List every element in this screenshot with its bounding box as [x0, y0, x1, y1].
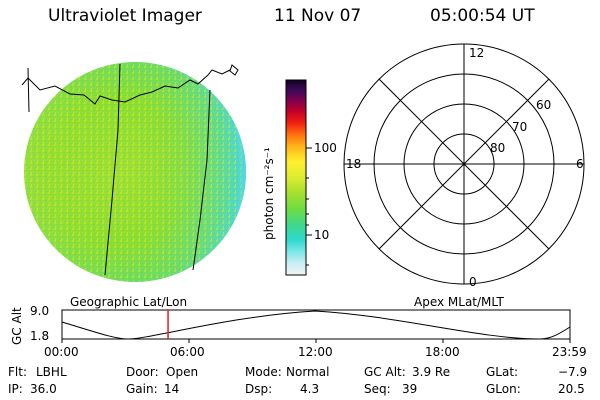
- mlt-label-0: 0: [469, 275, 477, 289]
- altitude-xtick-2359: 23:59: [552, 345, 587, 359]
- door-label: Door:: [126, 365, 159, 379]
- polar-mlt-plot: [343, 43, 585, 285]
- image-date: 11 Nov 07: [274, 6, 362, 26]
- colorbar-tick-100: 100: [314, 141, 337, 155]
- dsp-value: 4.3: [300, 382, 320, 396]
- glat-label: GLat:: [486, 365, 519, 379]
- mlat-label-80: 80: [490, 141, 506, 155]
- gc-alt-label: GC Alt:: [364, 365, 406, 379]
- altitude-xtick-1800: 18:00: [425, 345, 460, 359]
- mlat-label-60: 60: [536, 98, 552, 112]
- geographic-label: Geographic Lat/Lon: [70, 295, 188, 309]
- glon-label: GLon:: [486, 382, 521, 396]
- ip-value: 36.0: [30, 382, 57, 396]
- seq-value: 39: [402, 382, 418, 396]
- altitude-xtick-0000: 00:00: [44, 345, 79, 359]
- door-value: Open: [166, 365, 199, 379]
- image-time: 05:00:54 UT: [430, 6, 535, 26]
- mode-label: Mode:: [245, 365, 282, 379]
- mlt-label-18: 18: [346, 157, 362, 171]
- filter-value: LBHL: [36, 365, 67, 379]
- mlt-label-12: 12: [469, 46, 485, 60]
- colorbar: [285, 79, 312, 276]
- gain-label: Gain:: [126, 382, 158, 396]
- mlt-label-6: 6: [576, 157, 584, 171]
- colorbar-tick-10: 10: [314, 228, 330, 242]
- glon-value: 20.5: [558, 382, 585, 396]
- mlat-label-70: 70: [512, 120, 528, 134]
- instrument-title: Ultraviolet Imager: [48, 6, 202, 26]
- seq-label: Seq:: [364, 382, 391, 396]
- altitude-ytick-bottom: 1.8: [30, 329, 50, 343]
- uv-image-disk: [24, 62, 246, 282]
- glat-value: −7.9: [558, 365, 588, 379]
- mode-value: Normal: [286, 365, 330, 379]
- ip-label: IP:: [8, 382, 23, 396]
- gc-alt-value: 3.9 Re: [412, 365, 451, 379]
- altitude-plot: [61, 309, 571, 343]
- filter-label: Flt:: [8, 365, 27, 379]
- altitude-xtick-0600: 06:00: [170, 345, 205, 359]
- dsp-label: Dsp:: [245, 382, 273, 396]
- apex-label: Apex MLat/MLT: [414, 295, 504, 309]
- colorbar-units-label: photon cm⁻²s⁻¹: [262, 147, 276, 240]
- altitude-xtick-1200: 12:00: [298, 345, 333, 359]
- geographic-grid-lines: [21, 63, 239, 276]
- altitude-ytick-top: 9.0: [30, 304, 50, 318]
- altitude-ylabel: GC Alt: [10, 307, 24, 345]
- gain-value: 14: [164, 382, 180, 396]
